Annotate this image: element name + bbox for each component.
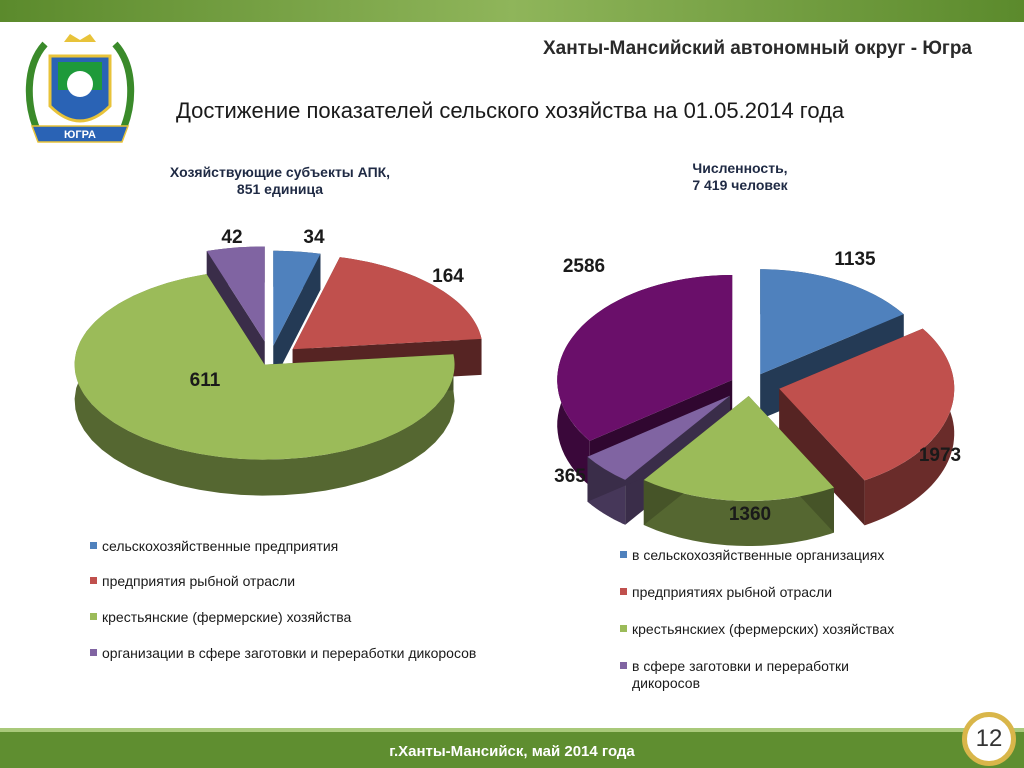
pie-slice xyxy=(273,250,321,346)
footer-bar xyxy=(0,732,1024,768)
chart-right-title: Численность, xyxy=(692,160,788,176)
pie-slice xyxy=(206,246,265,342)
legend-swatch xyxy=(620,551,627,558)
legend-swatch xyxy=(90,577,97,584)
pie-data-label: 611 xyxy=(190,370,221,391)
legend-left-item: крестьянские (фермерские) хозяйства xyxy=(90,609,502,626)
legend-swatch xyxy=(90,542,97,549)
pie-slice xyxy=(760,269,904,375)
pie-slice xyxy=(74,274,455,460)
page-number: 12 xyxy=(962,712,1016,766)
legend-label: сельскохозяйственные предприятия xyxy=(102,538,339,554)
chart-left-title: Хозяйствующие субъекты АПК, xyxy=(169,164,391,180)
pie-chart-0: 34 164 611 42 xyxy=(74,227,482,496)
legend-label: крестьянские (фермерские) хозяйства xyxy=(102,609,352,625)
chart-right-subtitle: 7 419 человек xyxy=(692,177,788,193)
chart-right-title-block: Численность, 7 419 человек xyxy=(640,160,840,194)
legend-right-item: в сельскохозяйственные организациях xyxy=(620,547,902,564)
legend-label: крестьянскиех (фермерских) хозяйствах xyxy=(632,621,895,637)
legend-label: в сфере заготовки и переработки дикоросо… xyxy=(632,658,849,691)
legend-swatch xyxy=(620,662,627,669)
legend-label: предприятиях рыбной отрасли xyxy=(632,584,833,600)
legend-left-item: предприятия рыбной отрасли xyxy=(90,573,502,590)
footer-accent-line xyxy=(0,728,1024,732)
footer-text: г.Ханты-Мансийск, май 2014 года xyxy=(389,743,635,760)
pie-slice xyxy=(587,395,730,480)
pie-data-label: 42 xyxy=(221,227,242,248)
pie-data-label: 365 xyxy=(554,466,586,487)
slide-title: Достижение показателей сельского хозяйст… xyxy=(176,98,845,123)
legend-right-item: предприятиях рыбной отрасли xyxy=(620,584,902,601)
legend-label: предприятия рыбной отрасли xyxy=(102,573,296,589)
pie-data-label: 2586 xyxy=(563,256,605,277)
pie-data-label: 1360 xyxy=(729,504,771,525)
legend-swatch xyxy=(620,588,627,595)
pie-slice xyxy=(643,395,835,501)
pie-slice xyxy=(557,274,733,441)
top-frame-band xyxy=(0,0,1024,22)
region-title: Ханты-Мансийский автономный округ - Югра xyxy=(542,38,972,59)
pie-slice-wall xyxy=(273,253,321,382)
pie-slice xyxy=(779,328,955,481)
pie-slice-side xyxy=(643,480,834,546)
pie-data-label: 34 xyxy=(303,227,325,248)
legend-swatch xyxy=(620,625,627,632)
legend-left-item: сельскохозяйственные предприятия xyxy=(90,538,502,555)
chart-left-subtitle: 851 единица xyxy=(236,181,324,197)
legend-swatch xyxy=(90,613,97,620)
pie-data-label: 1973 xyxy=(919,445,961,466)
pie-slice xyxy=(292,257,482,350)
emblem-text: ЮГРА xyxy=(64,129,96,141)
chart-left-title-block: Хозяйствующие субъекты АПК, 851 единица xyxy=(120,164,440,198)
legend-label: организации в сфере заготовки и перерабо… xyxy=(102,645,477,661)
legend-label: в сельскохозяйственные организациях xyxy=(632,547,885,563)
legend-left-item: организации в сфере заготовки и перерабо… xyxy=(90,645,492,662)
pie-chart-1: 1135 1973 1360 365 2586 xyxy=(554,249,961,546)
pie-slice-wall xyxy=(779,388,865,526)
legend-right-item: крестьянскиех (фермерских) хозяйствах xyxy=(620,621,902,638)
pie-data-label: 164 xyxy=(432,266,464,287)
coat-of-arms-emblem: ЮГРА xyxy=(25,34,135,143)
legend-swatch xyxy=(90,649,97,656)
legend-right-item: в сфере заготовки и переработки дикоросо… xyxy=(620,658,902,692)
pie-data-label: 1135 xyxy=(834,249,876,270)
